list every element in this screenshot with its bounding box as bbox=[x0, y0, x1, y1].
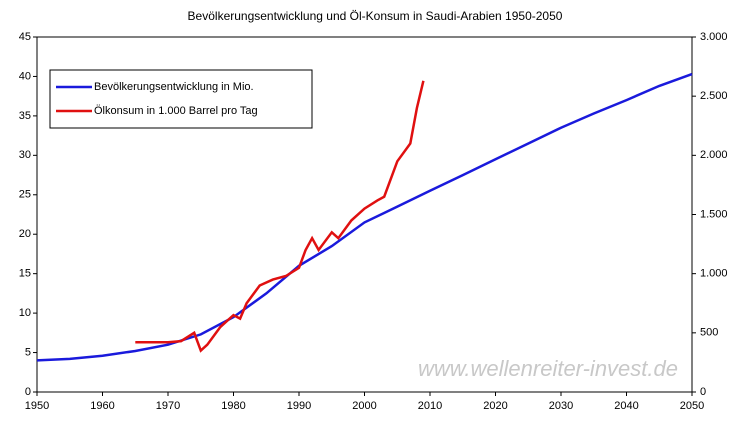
y2-tick-label: 1.500 bbox=[700, 208, 728, 220]
y2-tick-label: 2.500 bbox=[700, 90, 728, 102]
x-tick-label: 2050 bbox=[680, 400, 704, 412]
y2-tick-label: 2.000 bbox=[700, 149, 728, 161]
y-tick-label: 10 bbox=[19, 307, 31, 319]
y-tick-label: 40 bbox=[19, 70, 31, 82]
y-tick-label: 45 bbox=[19, 31, 31, 43]
chart-title: Bevölkerungsentwicklung und Öl-Konsum in… bbox=[188, 9, 563, 23]
x-tick-label: 1970 bbox=[156, 400, 180, 412]
y2-tick-label: 3.000 bbox=[700, 31, 728, 43]
y-tick-label: 30 bbox=[19, 149, 31, 161]
y-tick-label: 25 bbox=[19, 189, 31, 201]
x-tick-label: 1950 bbox=[25, 400, 49, 412]
y-tick-label: 5 bbox=[25, 346, 31, 358]
watermark: www.wellenreiter-invest.de bbox=[418, 356, 678, 381]
x-tick-label: 2000 bbox=[352, 400, 376, 412]
y-tick-label: 20 bbox=[19, 228, 31, 240]
x-tick-label: 1990 bbox=[287, 400, 311, 412]
x-tick-label: 2040 bbox=[614, 400, 638, 412]
x-tick-label: 2010 bbox=[418, 400, 442, 412]
x-tick-label: 2030 bbox=[549, 400, 573, 412]
series-line bbox=[135, 80, 425, 353]
y-tick-label: 35 bbox=[19, 110, 31, 122]
y2-tick-label: 500 bbox=[700, 327, 718, 339]
y-tick-label: 15 bbox=[19, 268, 31, 280]
x-tick-label: 1960 bbox=[90, 400, 114, 412]
series-line bbox=[36, 72, 693, 362]
legend-box bbox=[49, 69, 313, 129]
y-tick-label: 0 bbox=[25, 386, 31, 398]
y2-tick-label: 0 bbox=[700, 386, 706, 398]
x-tick-label: 1980 bbox=[221, 400, 245, 412]
legend-label: Ölkonsum in 1.000 Barrel pro Tag bbox=[94, 105, 258, 117]
y2-tick-label: 1.000 bbox=[700, 268, 728, 280]
x-tick-label: 2020 bbox=[483, 400, 507, 412]
legend-label: Bevölkerungsentwicklung in Mio. bbox=[94, 81, 254, 93]
